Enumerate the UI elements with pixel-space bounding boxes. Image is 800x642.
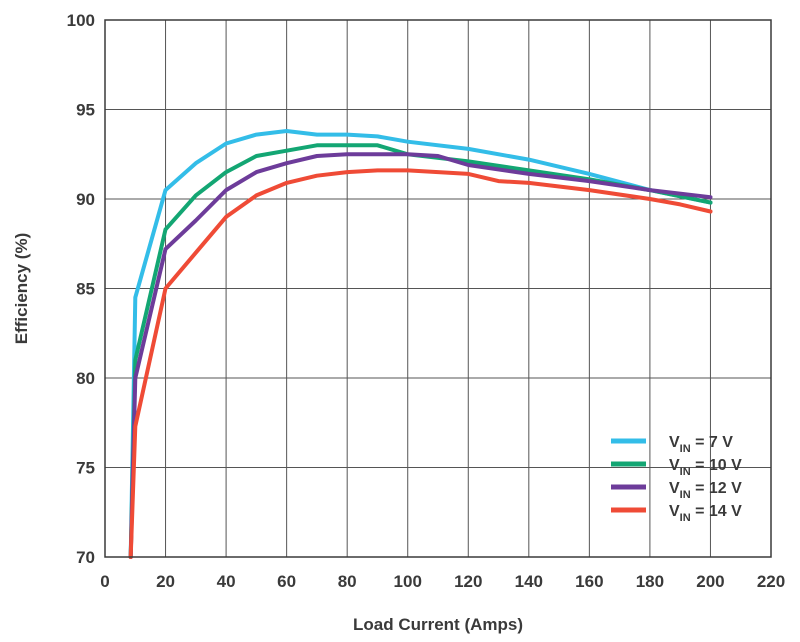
y-tick-label: 85 [76, 280, 95, 299]
legend-label: VIN = 7 V [669, 434, 733, 455]
x-tick-label: 160 [575, 572, 603, 591]
series-line [128, 152, 713, 559]
legend-label: VIN = 14 V [669, 503, 742, 524]
x-tick-label: 200 [696, 572, 724, 591]
x-tick-label: 140 [515, 572, 543, 591]
series-lines [128, 129, 713, 559]
x-tick-label: 180 [636, 572, 664, 591]
y-tick-label: 100 [67, 11, 95, 30]
x-tick-label: 100 [394, 572, 422, 591]
series-line [128, 143, 713, 559]
y-tick-label: 75 [76, 459, 95, 478]
y-tick-label: 70 [76, 548, 95, 567]
legend-label: VIN = 12 V [669, 480, 742, 501]
x-tick-label: 20 [156, 572, 175, 591]
y-tick-label: 80 [76, 369, 95, 388]
series-line [128, 129, 713, 559]
x-tick-label: 80 [338, 572, 357, 591]
x-axis-title: Load Current (Amps) [353, 615, 523, 634]
x-tick-labels: 0 20 40 60 80 100 120 140 160 180 200 220 [100, 572, 785, 591]
y-tick-label: 90 [76, 190, 95, 209]
y-tick-labels: 70 75 80 85 90 95 100 [67, 11, 95, 567]
x-tick-label: 60 [277, 572, 296, 591]
y-tick-label: 95 [76, 101, 95, 120]
x-tick-label: 40 [217, 572, 236, 591]
x-tick-label: 120 [454, 572, 482, 591]
grid-lines [105, 20, 771, 557]
y-axis-title: Efficiency (%) [12, 233, 31, 344]
legend-label: VIN = 10 V [669, 457, 742, 478]
plot-frame [104, 19, 772, 558]
x-tick-label: 0 [100, 572, 109, 591]
series-line [128, 168, 713, 559]
x-tick-label: 220 [757, 572, 785, 591]
